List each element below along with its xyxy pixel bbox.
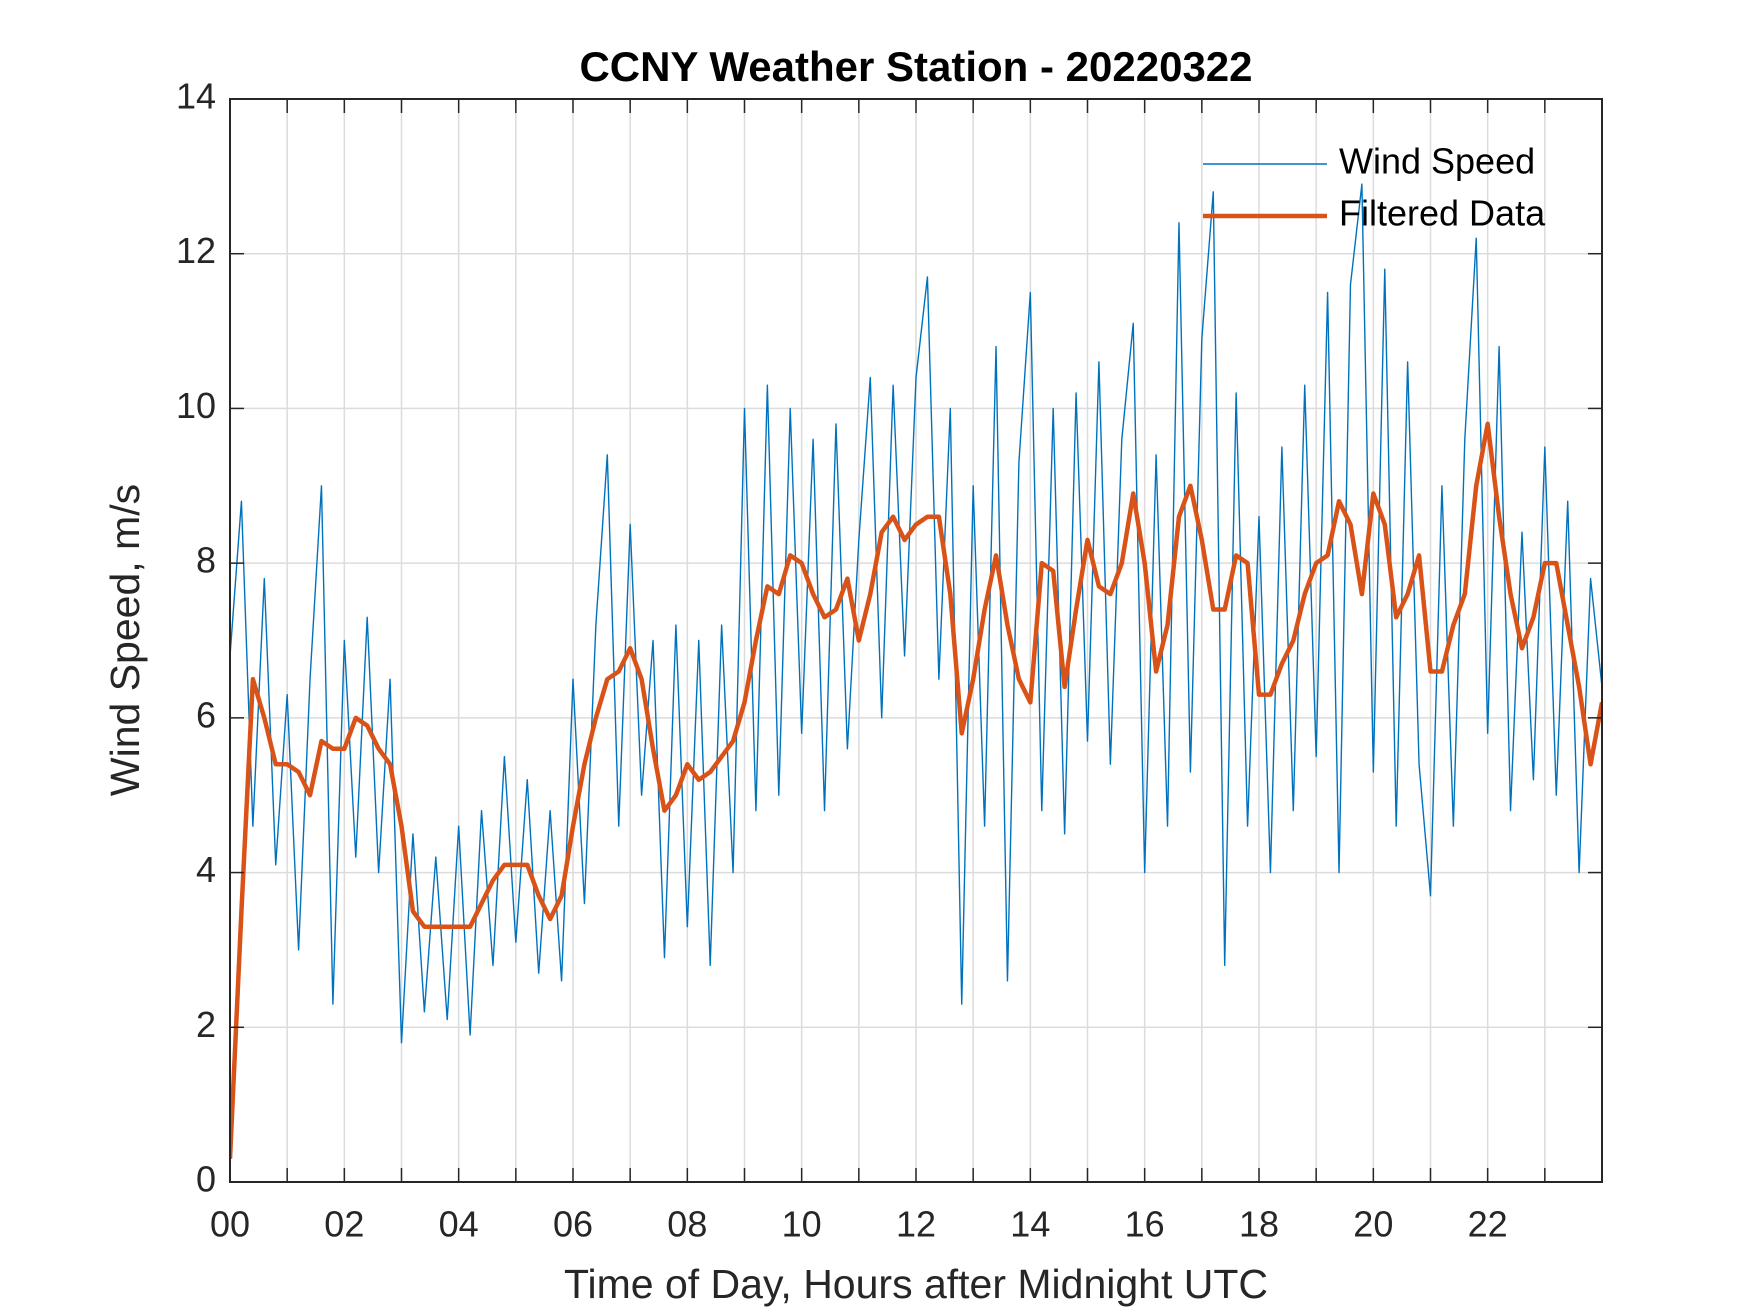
x-tick-label: 06 (553, 1204, 593, 1245)
x-tick-label: 00 (210, 1204, 250, 1245)
chart-title: CCNY Weather Station - 20220322 (579, 43, 1252, 90)
legend-label: Filtered Data (1339, 193, 1546, 234)
data-line (230, 183, 1602, 1044)
y-tick-label: 8 (196, 540, 216, 581)
x-tick-label: 12 (896, 1204, 936, 1245)
x-tick-label: 14 (1010, 1204, 1050, 1245)
y-tick-label: 0 (196, 1159, 216, 1200)
y-tick-label: 4 (196, 849, 216, 890)
y-tick-label: 6 (196, 694, 216, 735)
data-line (230, 421, 1602, 1159)
y-tick-label: 14 (176, 76, 216, 117)
y-tick-label: 10 (176, 385, 216, 426)
y-axis-label: Wind Speed, m/s (102, 484, 148, 796)
plot-area (230, 183, 1602, 1159)
y-tick-label: 2 (196, 1004, 216, 1045)
x-tick-label: 20 (1353, 1204, 1393, 1245)
y-tick-label: 12 (176, 230, 216, 271)
x-tick-label: 02 (324, 1204, 364, 1245)
legend-label: Wind Speed (1339, 141, 1535, 182)
x-tick-label: 22 (1468, 1204, 1508, 1245)
x-tick-label: 16 (1125, 1204, 1165, 1245)
x-tick-label: 10 (782, 1204, 822, 1245)
x-tick-label: 08 (667, 1204, 707, 1245)
legend: Wind Speed Filtered Data (1203, 141, 1546, 234)
x-tick-label: 18 (1239, 1204, 1279, 1245)
x-axis-label: Time of Day, Hours after Midnight UTC (564, 1261, 1268, 1307)
x-tick-label: 04 (439, 1204, 479, 1245)
